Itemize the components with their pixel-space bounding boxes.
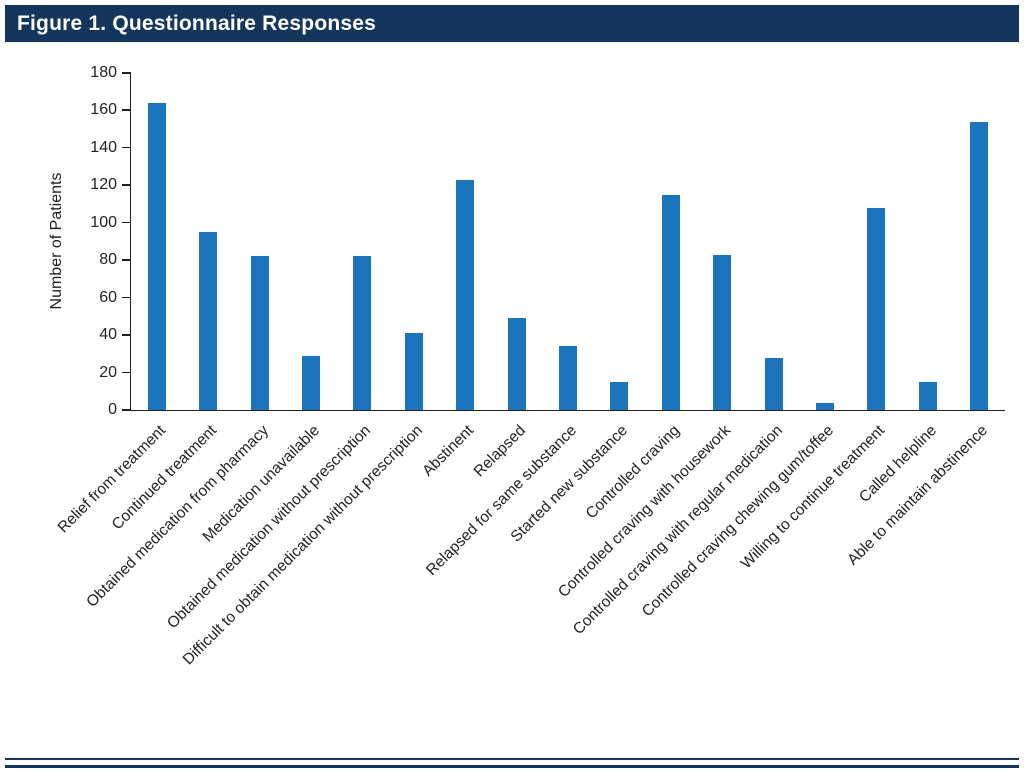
y-tick xyxy=(122,296,131,299)
bar-13 xyxy=(764,357,783,410)
y-tick xyxy=(122,146,131,149)
bar-16 xyxy=(918,381,937,410)
bar-9 xyxy=(559,346,577,410)
bar-11 xyxy=(661,194,680,410)
y-tick xyxy=(122,72,131,74)
y-tick-label: 120 xyxy=(90,176,117,194)
bar-7 xyxy=(456,179,475,410)
y-tick-label: 160 xyxy=(90,101,117,119)
figure-header: Figure 1. Questionnaire Responses xyxy=(5,5,1019,42)
bar-6 xyxy=(404,333,423,410)
bar-10 xyxy=(610,381,629,410)
bar-1 xyxy=(147,102,166,410)
y-tick xyxy=(122,334,131,336)
y-tick xyxy=(122,259,131,261)
bar-12 xyxy=(713,254,732,410)
y-tick-label: 60 xyxy=(99,288,117,306)
bar-2 xyxy=(199,232,218,410)
y-tick-label: 180 xyxy=(90,64,117,81)
y-tick xyxy=(122,184,131,186)
footer-rule-thick xyxy=(5,765,1019,768)
bar-14 xyxy=(816,402,835,410)
footer-rules xyxy=(5,758,1019,768)
y-tick xyxy=(122,109,131,111)
footer-rule-thin xyxy=(5,758,1019,760)
y-tick-label: 100 xyxy=(90,213,117,231)
bar-5 xyxy=(353,256,372,410)
bar-8 xyxy=(507,318,526,410)
y-tick xyxy=(122,221,131,224)
y-tick xyxy=(122,409,131,411)
y-tick-label: 0 xyxy=(108,401,117,418)
y-tick-label: 80 xyxy=(99,251,117,269)
y-tick-label: 40 xyxy=(99,326,117,344)
y-tick-label: 140 xyxy=(90,138,117,156)
x-tick-label: Relief from treatment xyxy=(54,422,169,537)
y-tick-label: 20 xyxy=(99,363,117,381)
bar-17 xyxy=(970,121,989,410)
bar-3 xyxy=(250,256,269,410)
y-axis-title: Number of Patients xyxy=(48,172,65,310)
bar-15 xyxy=(867,207,886,410)
plot-area: 0 20 40 60 80 100 120 140 160 180 Relief from trea… xyxy=(54,64,1005,668)
bar-4 xyxy=(301,355,320,410)
figure-title: Figure 1. Questionnaire Responses xyxy=(17,11,377,35)
y-tick xyxy=(122,371,131,374)
